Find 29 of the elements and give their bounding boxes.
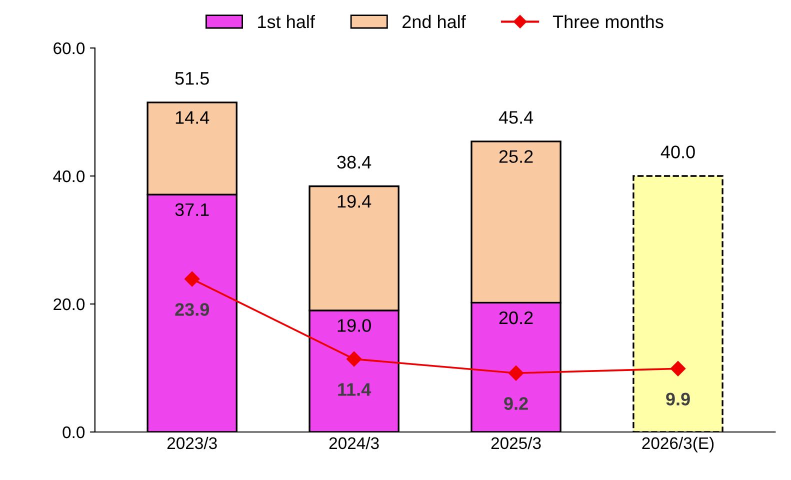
total-label: 38.4 xyxy=(337,156,372,169)
point xyxy=(670,361,686,376)
total-label: 45.4 xyxy=(498,111,534,124)
x-tick-label: 2025/3 xyxy=(491,436,541,450)
data-label: 37.1 xyxy=(175,203,209,216)
data-label: 23.9 xyxy=(175,303,210,316)
legend-label: 1st half xyxy=(258,14,315,28)
data-label: 14.4 xyxy=(176,111,210,124)
legend-label: Three months xyxy=(552,14,664,28)
x-tick-label: 2024/3 xyxy=(329,436,379,450)
data-label: 20.2 xyxy=(499,311,533,324)
point xyxy=(508,366,524,381)
data-label: 25.2 xyxy=(499,150,533,163)
data-label: 19.0 xyxy=(338,319,371,332)
x-tick-label: 2026/3(E) xyxy=(642,436,714,452)
y-tick-label: 0.0 xyxy=(62,426,85,438)
data-label: 9.2 xyxy=(504,397,528,410)
point xyxy=(184,271,200,287)
x-tick-label: 2023/3 xyxy=(167,436,217,450)
point xyxy=(346,351,362,367)
total-label: 40.0 xyxy=(660,146,695,158)
total-label: 51.5 xyxy=(175,72,209,85)
data-label: 19.4 xyxy=(338,194,372,208)
data-label: 9.9 xyxy=(666,392,690,406)
y-tick-label: 40.0 xyxy=(53,170,85,182)
data-label: 11.4 xyxy=(338,383,372,396)
y-tick-label: 60.0 xyxy=(54,42,85,54)
legend-label: 2nd half xyxy=(402,14,466,28)
y-tick-label: 20.0 xyxy=(54,298,85,310)
